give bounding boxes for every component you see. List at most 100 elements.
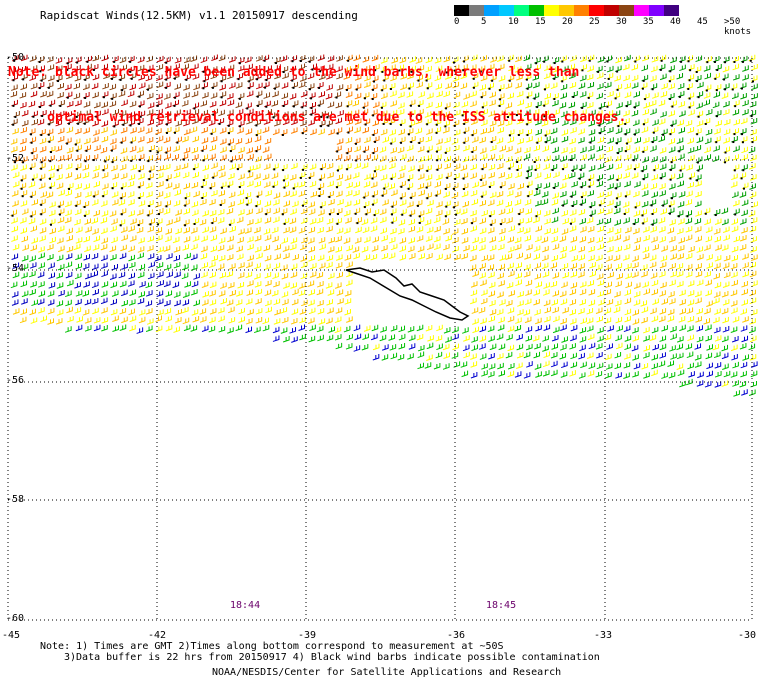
- wind-barb: [139, 281, 146, 288]
- contamination-marker: [373, 80, 376, 83]
- wind-barb: [380, 245, 388, 252]
- contamination-marker: [688, 79, 691, 82]
- wind-barb: [173, 200, 181, 207]
- wind-barb: [534, 118, 542, 126]
- wind-barb: [217, 217, 225, 224]
- wind-barb: [173, 63, 180, 70]
- wind-barb: [470, 118, 478, 125]
- wind-barb: [253, 226, 261, 234]
- wind-barb: [552, 207, 559, 215]
- wind-barb: [434, 74, 442, 82]
- wind-barb: [659, 343, 667, 351]
- wind-barb: [659, 147, 667, 154]
- wind-barb: [217, 209, 225, 216]
- contamination-marker: [545, 141, 548, 144]
- wind-barb: [182, 244, 189, 251]
- wind-barb: [272, 326, 280, 334]
- wind-barb: [615, 163, 623, 170]
- wind-barb: [733, 145, 740, 153]
- contamination-marker: [248, 80, 251, 83]
- wind-barb: [336, 72, 343, 80]
- wind-barb: [192, 109, 200, 116]
- contamination-marker: [166, 179, 169, 182]
- wind-barb: [695, 180, 702, 188]
- contamination-marker: [472, 86, 475, 89]
- wind-barb: [308, 119, 315, 126]
- wind-barb: [696, 253, 704, 261]
- wind-barb: [407, 245, 415, 253]
- wind-barb: [103, 72, 110, 80]
- contamination-marker: [633, 223, 636, 226]
- wind-barb: [641, 183, 649, 190]
- wind-barb: [272, 90, 279, 98]
- contamination-marker: [671, 124, 674, 127]
- wind-barb: [147, 272, 155, 280]
- wind-barb: [595, 343, 603, 350]
- wind-barb: [147, 235, 155, 243]
- wind-barb: [156, 172, 164, 179]
- contamination-marker: [480, 178, 483, 181]
- contamination-marker: [490, 223, 493, 226]
- wind-barb: [84, 245, 91, 253]
- wind-barb: [291, 200, 299, 208]
- wind-barb: [100, 200, 108, 207]
- wind-barb: [173, 326, 180, 333]
- legend-swatch: [469, 5, 484, 16]
- wind-barb: [264, 254, 272, 262]
- wind-barb: [624, 164, 632, 171]
- wind-barb: [508, 225, 515, 233]
- wind-barb: [696, 380, 704, 387]
- wind-barb: [515, 55, 522, 63]
- wind-barb: [300, 217, 308, 224]
- wind-barb: [65, 299, 72, 307]
- wind-barb: [678, 110, 686, 117]
- wind-barb: [138, 263, 146, 271]
- contamination-marker: [391, 221, 394, 224]
- contamination-marker: [518, 223, 521, 226]
- contamination-marker: [283, 186, 286, 189]
- wind-barb: [425, 65, 432, 73]
- wind-barb: [649, 145, 657, 152]
- wind-barb: [37, 271, 45, 278]
- wind-barb: [435, 109, 443, 117]
- wind-barb: [416, 226, 424, 233]
- wind-barb: [309, 218, 317, 225]
- wind-barb: [84, 191, 92, 198]
- wind-barb: [551, 236, 558, 243]
- wind-barb: [570, 334, 577, 342]
- contamination-marker: [599, 107, 602, 110]
- wind-barb: [750, 128, 757, 136]
- wind-barb: [237, 198, 245, 206]
- contamination-marker: [220, 80, 223, 83]
- wind-barb: [209, 290, 216, 297]
- contamination-marker: [453, 160, 456, 163]
- wind-barb: [273, 120, 281, 127]
- wind-barb: [92, 244, 100, 251]
- wind-barb: [436, 138, 443, 145]
- wind-barb: [730, 307, 738, 314]
- wind-barb: [470, 163, 477, 171]
- wind-barb: [66, 100, 74, 108]
- wind-barb: [336, 227, 344, 235]
- wind-barb: [749, 191, 757, 199]
- wind-barb: [741, 146, 748, 154]
- wind-barb: [47, 299, 55, 306]
- wind-barb: [668, 236, 676, 243]
- contamination-marker: [660, 59, 663, 62]
- wind-barb: [471, 136, 479, 143]
- wind-barb: [642, 246, 650, 253]
- contamination-marker: [669, 97, 672, 100]
- wind-barb: [246, 63, 253, 71]
- wind-barb: [596, 218, 604, 226]
- contamination-marker: [409, 214, 412, 217]
- wind-barb: [183, 84, 190, 91]
- wind-barb: [696, 325, 703, 332]
- contamination-marker: [641, 214, 644, 217]
- wind-barb: [264, 289, 272, 297]
- wind-barb: [597, 243, 604, 251]
- contamination-marker: [12, 79, 15, 82]
- wind-barb: [679, 308, 686, 315]
- wind-barb: [622, 201, 630, 208]
- wind-barb: [56, 173, 63, 181]
- contamination-marker: [174, 96, 177, 99]
